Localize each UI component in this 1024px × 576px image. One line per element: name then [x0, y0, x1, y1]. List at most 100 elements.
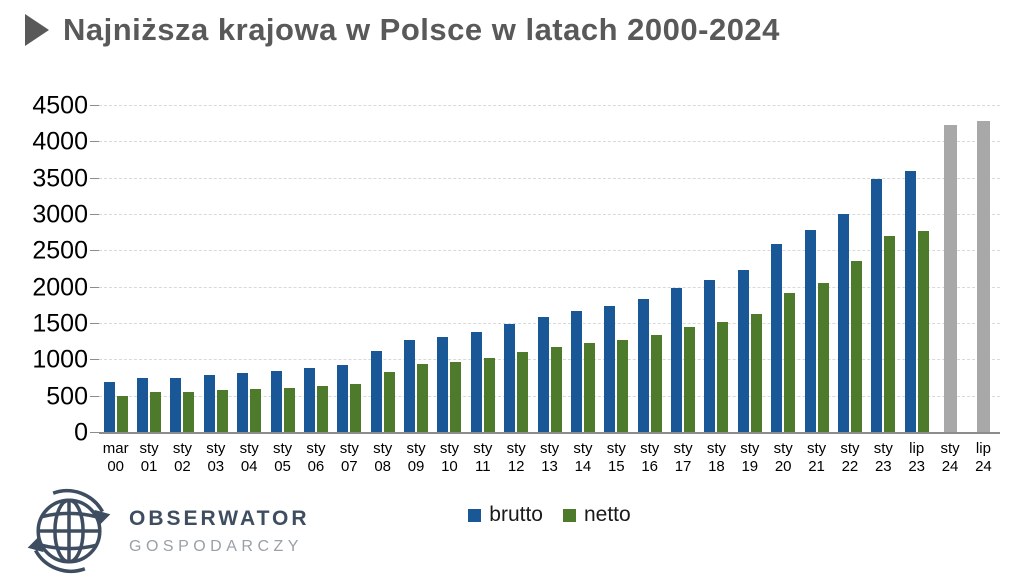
- play-triangle-icon: [25, 14, 49, 46]
- legend-label-netto: netto: [583, 503, 631, 526]
- category-sty-02: [166, 106, 199, 433]
- category-sty-18: [700, 106, 733, 433]
- bar-brutto-sty-05: [270, 371, 282, 433]
- category-sty-19: [733, 106, 766, 433]
- x-axis-labels: mar 00 sty 01 sty 02 sty 03 sty 04 sty 05 sty 06 sty 07…: [99, 440, 1000, 476]
- x-tick-label-sty-11: sty 11: [473, 440, 493, 475]
- brand-footer: OBSERWATOR GOSPODARCZY: [25, 487, 310, 575]
- y-axis-labels: 0 500 1000 1500 2000 2500 3000 3500 4000 4500: [0, 93, 88, 445]
- y-tick-0: [90, 432, 99, 433]
- category-sty-22: [833, 106, 866, 433]
- legend-item-netto: netto: [562, 503, 631, 527]
- bar-brutto-sty-11: [470, 332, 482, 433]
- category-sty-16: [633, 106, 666, 433]
- x-tick-label-sty-13: sty 13: [539, 440, 560, 475]
- bar-brutto-sty-08: [370, 351, 382, 433]
- bar-netto-sty-20: [784, 293, 796, 433]
- legend-item-brutto: brutto: [468, 503, 543, 527]
- bar-netto-sty-21: [817, 283, 829, 433]
- bar-netto-sty-23: [884, 236, 896, 433]
- y-tick-label-3000: 3000: [32, 200, 88, 229]
- category-sty-10: [433, 106, 466, 433]
- x-tick-label-sty-08: sty 08: [373, 440, 393, 475]
- gridline-2000: [99, 286, 1000, 288]
- bar-netto-sty-12: [517, 352, 529, 433]
- category-sty-24: [933, 106, 966, 433]
- gridline-1000: [99, 359, 1000, 361]
- bar-netto-lip-23: [917, 230, 929, 433]
- y-tick-500: [90, 395, 99, 397]
- category-lip-24: [967, 106, 1000, 433]
- bar-brutto-sty-02: [170, 377, 182, 433]
- brand-text: OBSERWATOR GOSPODARCZY: [129, 507, 310, 556]
- x-tick-label-sty-14: sty 14: [573, 440, 593, 475]
- y-tick-label-2500: 2500: [32, 236, 88, 265]
- x-tick-label-sty-18: sty 18: [706, 440, 727, 475]
- y-tick-2000: [90, 286, 99, 288]
- bar-netto-sty-09: [417, 363, 429, 433]
- legend-swatch-netto-icon: [562, 508, 576, 522]
- bar-brutto-sty-21: [804, 229, 816, 433]
- category-sty-08: [366, 106, 399, 433]
- category-sty-03: [199, 106, 232, 433]
- bar-brutto-sty-03: [203, 374, 215, 433]
- plot-area: [90, 105, 1000, 434]
- x-tick-label-sty-20: sty 20: [773, 440, 793, 475]
- x-tick-label-lip-23: lip 23: [908, 440, 926, 475]
- y-tick-label-1500: 1500: [32, 309, 88, 338]
- bar-brutto-sty-04: [237, 373, 249, 433]
- y-tick-3500: [90, 177, 99, 179]
- bar-brutto-sty-19: [737, 269, 749, 433]
- x-tick-label-sty-21: sty 21: [806, 440, 827, 475]
- x-tick-label-sty-24: sty 24: [940, 440, 960, 475]
- brand-subname: GOSPODARCZY: [129, 537, 303, 555]
- x-tick-label-sty-10: sty 10: [439, 440, 460, 475]
- bar-netto-mar-00: [116, 395, 128, 433]
- category-sty-23: [867, 106, 900, 433]
- x-tick-label-sty-01: sty 01: [139, 440, 159, 475]
- gridline-500: [99, 395, 1000, 397]
- bar-brutto-sty-07: [337, 364, 349, 433]
- category-mar-00: [99, 106, 132, 433]
- x-tick-label-sty-02: sty 02: [172, 440, 193, 475]
- bar-brutto-sty-16: [637, 298, 649, 433]
- bar-netto-sty-11: [483, 358, 495, 433]
- bar-netto-sty-03: [216, 390, 228, 433]
- bar-brutto-sty-20: [771, 244, 783, 433]
- bar-netto-sty-13: [550, 347, 562, 433]
- x-tick-label-sty-03: sty 03: [206, 440, 226, 475]
- y-tick-1500: [90, 323, 99, 324]
- bar-netto-sty-14: [583, 343, 595, 433]
- y-tick-label-2000: 2000: [32, 273, 88, 302]
- category-sty-15: [600, 106, 633, 433]
- bar-brutto-sty-14: [570, 310, 582, 433]
- x-tick-label-sty-15: sty 15: [606, 440, 626, 475]
- bar-brutto-sty-09: [404, 340, 416, 433]
- x-tick-label-sty-17: sty 17: [673, 440, 693, 475]
- chart-title-row: Najniższa krajowa w Polsce w latach 2000…: [25, 12, 1005, 48]
- brand-name: OBSERWATOR: [129, 506, 310, 530]
- bar-netto-sty-15: [617, 339, 629, 433]
- category-sty-17: [666, 106, 699, 433]
- bar-brutto-sty-06: [303, 367, 315, 433]
- y-tick-4000: [90, 141, 99, 143]
- category-lip-23: [900, 106, 933, 433]
- bar-netto-sty-02: [183, 392, 195, 433]
- x-tick-label-sty-07: sty 07: [339, 440, 359, 475]
- y-tick-4500: [90, 105, 99, 106]
- bar-brutto-sty-15: [604, 305, 616, 433]
- x-tick-label-lip-24: lip 24: [975, 440, 992, 475]
- y-tick-label-3500: 3500: [32, 164, 88, 193]
- x-tick-label-sty-23: sty 23: [873, 440, 893, 475]
- category-sty-04: [233, 106, 266, 433]
- gridline-4500: [99, 105, 1000, 106]
- chart-legend: brutto netto: [99, 503, 1000, 527]
- bar-brutto-sty-13: [537, 316, 549, 433]
- bar-columns: [99, 106, 1000, 433]
- bar-forecast-lip-24: [976, 120, 990, 433]
- y-tick-label-4500: 4500: [32, 91, 88, 120]
- x-tick-label-sty-22: sty 22: [840, 440, 860, 475]
- gridline-1500: [99, 323, 1000, 324]
